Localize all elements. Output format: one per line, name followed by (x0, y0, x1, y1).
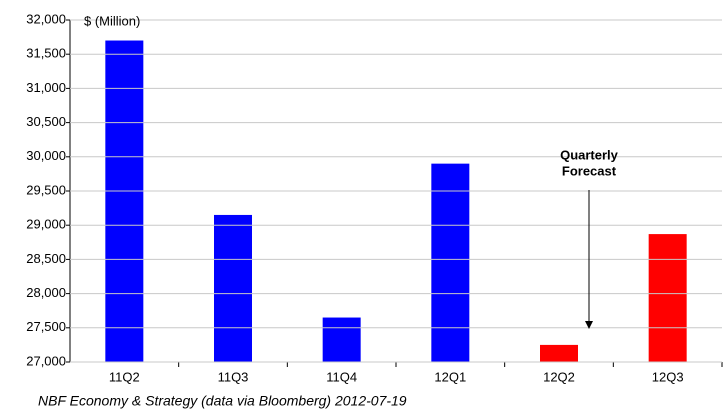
y-tick-label: 29,000 (26, 217, 66, 232)
x-tick-label: 12Q2 (543, 369, 575, 384)
y-axis-label: $ (Million) (84, 13, 140, 28)
y-tick-label: 28,000 (26, 285, 66, 300)
annotation: Forecast (562, 163, 617, 178)
y-tick-label: 30,500 (26, 114, 66, 129)
x-tick-label: 11Q2 (109, 369, 140, 384)
source: NBF Economy & Strategy (data via Bloombe… (38, 393, 407, 409)
x-tick-label: 12Q1 (434, 369, 466, 384)
y-tick-label: 31,000 (26, 80, 66, 95)
bar (648, 234, 687, 362)
bar (214, 214, 252, 362)
bar (540, 344, 578, 362)
y-tick-label: 28,500 (26, 251, 66, 266)
x-tick-label: 11Q3 (218, 369, 249, 384)
x-tick-label: 11Q4 (326, 369, 357, 384)
y-tick-label: 27,000 (26, 353, 66, 368)
bar (105, 40, 144, 363)
bar (322, 317, 361, 362)
arrow-head (585, 321, 593, 329)
y-tick-label: 30,000 (26, 148, 66, 163)
bar (431, 163, 470, 362)
y-tick-label: 31,500 (26, 46, 66, 61)
y-tick-label: 29,500 (26, 182, 66, 197)
x-tick-label: 12Q3 (652, 369, 684, 384)
y-tick-label: 32,000 (26, 11, 66, 26)
y-tick-label: 27,500 (26, 319, 66, 334)
annotation: Quarterly (560, 147, 619, 162)
